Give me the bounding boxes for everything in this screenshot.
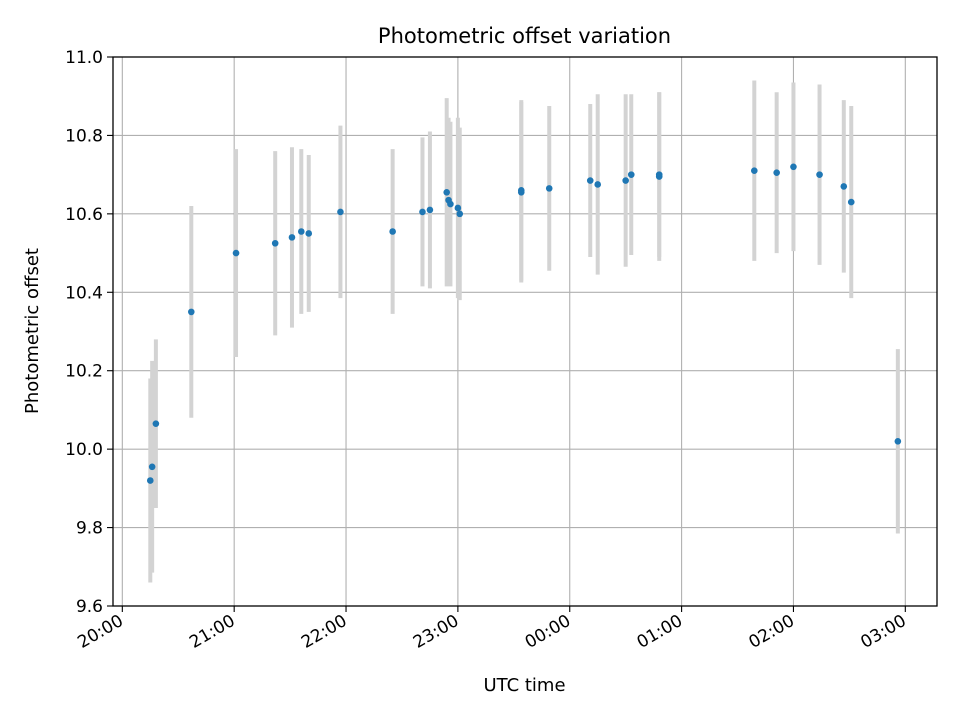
grid <box>113 56 937 607</box>
y-tick-label: 10.6 <box>65 205 103 225</box>
y-tick-label: 9.6 <box>76 597 103 617</box>
data-point <box>517 187 525 194</box>
y-tick-label: 10.4 <box>65 283 103 303</box>
data-point <box>627 171 635 178</box>
plot-frame <box>112 56 938 607</box>
y-tick-label: 11.0 <box>65 48 103 68</box>
data-points <box>146 163 902 484</box>
data-point <box>305 230 313 237</box>
data-point <box>152 420 160 427</box>
data-point <box>816 171 823 178</box>
data-point <box>454 204 462 212</box>
data-point <box>187 308 195 316</box>
data-point <box>545 185 553 192</box>
data-point <box>586 177 594 184</box>
data-point <box>232 249 240 257</box>
data-point <box>447 200 454 208</box>
chart-title: Photometric offset variation <box>378 24 671 48</box>
data-point <box>894 438 902 445</box>
data-point <box>840 183 848 190</box>
data-point <box>773 169 780 176</box>
data-point <box>419 208 426 216</box>
data-point <box>426 206 434 214</box>
data-point <box>389 228 396 235</box>
data-point <box>146 477 154 484</box>
data-point <box>790 163 797 171</box>
data-point <box>297 228 305 235</box>
y-axis-label: Photometric offset <box>22 248 43 414</box>
y-tick-label: 10.0 <box>65 440 103 460</box>
data-point <box>148 463 156 471</box>
data-point <box>288 234 296 241</box>
data-point <box>456 210 464 218</box>
y-tick-label: 10.2 <box>65 362 103 382</box>
data-point <box>655 171 663 178</box>
data-point <box>847 198 855 206</box>
data-point <box>443 188 451 196</box>
data-point <box>271 239 279 247</box>
x-axis-label: UTC time <box>483 675 565 696</box>
data-point <box>594 181 602 188</box>
data-point <box>622 177 629 184</box>
y-tick-label: 10.8 <box>65 126 103 146</box>
y-tick-label: 9.8 <box>76 519 103 539</box>
y-axis-ticks: 9.6 9.8 10.0 10.2 10.4 10.6 10.8 11.0 <box>65 48 113 617</box>
data-point <box>337 208 344 216</box>
data-point <box>751 167 758 175</box>
